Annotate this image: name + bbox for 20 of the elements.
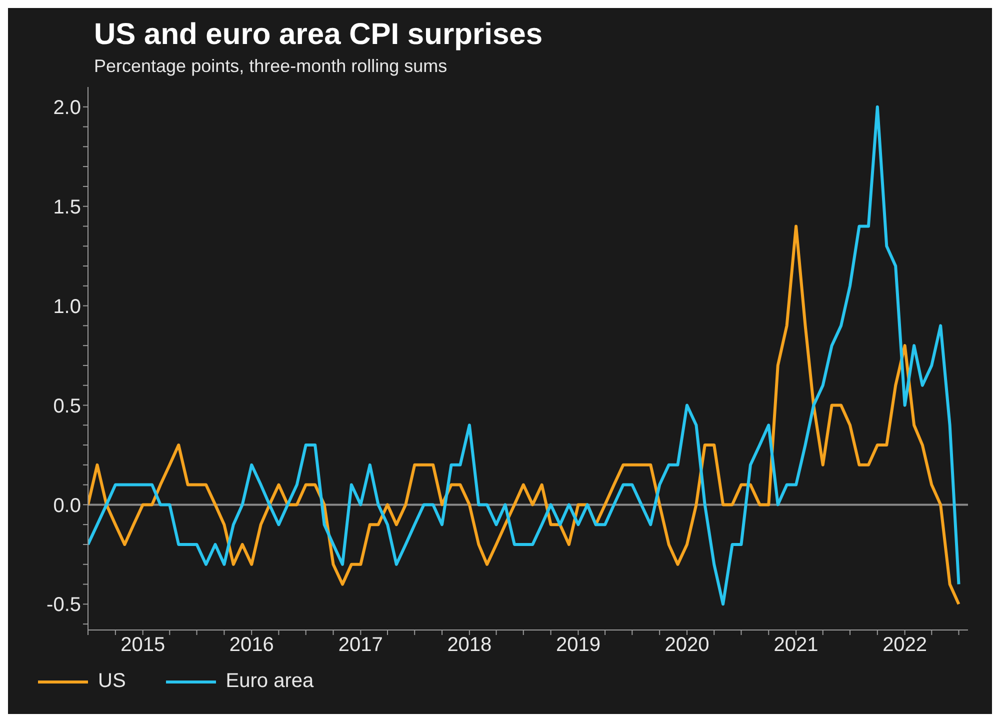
line-series [88,105,960,606]
chart-title: US and euro area CPI surprises [94,18,544,52]
x-tick-label: 2018 [447,634,492,656]
x-tick-label: 2015 [120,634,166,656]
chart-subtitle: Percentage points, three-month rolling sums [94,56,448,77]
line-series [88,224,960,606]
x-tick-label: 2022 [882,634,928,656]
y-tick-label: 1.5 [53,196,81,218]
legend-label: US [98,670,126,693]
y-tick-label: 0.0 [53,494,81,517]
x-tick-label: 2021 [774,634,818,656]
x-tick-label: 2019 [556,634,600,656]
y-tick-label: 1.0 [53,296,81,318]
y-tick-label: 2.0 [53,96,81,119]
x-tick-label: 2016 [229,634,274,656]
legend-label: Euro area [226,670,314,693]
y-tick-label: -0.5 [46,594,81,616]
x-tick-label: 2017 [338,634,383,656]
x-tick-label: 2020 [664,634,710,656]
y-tick-label: 0.5 [53,395,81,418]
